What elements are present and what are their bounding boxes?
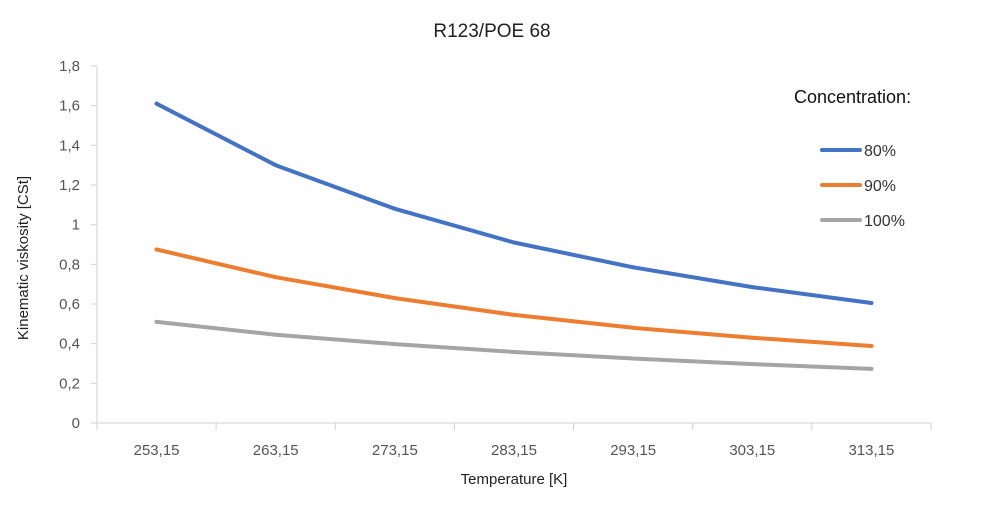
y-tick-label: 0 [72,415,80,432]
x-tick-label: 293,15 [610,442,656,459]
y-tick-label: 0,2 [59,375,80,392]
y-axis-title: Kinematic viskosity [CSt] [15,176,32,340]
x-axis: 253,15 263,15 273,15 283,15 293,15 303,15 313,… [96,422,932,459]
x-axis-title: Temperature [K] [461,471,568,488]
x-tick-label: 313,15 [848,442,894,459]
x-tick-label: 283,15 [491,442,537,459]
data-point [631,325,636,330]
y-tick-label: 1,8 [59,58,80,75]
data-point [869,301,874,306]
data-point [392,206,397,211]
data-point [273,275,278,280]
legend: Concentration: 80% 90% 100% [794,87,911,230]
data-point [392,296,397,301]
data-point [273,332,278,337]
y-tick-label: 1,6 [59,98,80,115]
data-point [750,285,755,290]
data-point [750,335,755,340]
y-tick-label: 1,4 [59,137,80,154]
data-point [512,349,516,354]
x-tick-label: 303,15 [729,442,775,459]
series-lines [154,101,874,371]
data-point [750,362,755,367]
x-tick-label: 273,15 [372,442,418,459]
data-point [512,312,516,317]
data-point [392,342,397,347]
data-point [273,163,278,168]
y-axis: 0 0,2 0,4 0,6 0,8 1 1,2 1,4 1,6 1,8 [59,58,98,432]
data-point [631,265,636,270]
y-tick-label: 1,2 [59,177,80,194]
legend-item-label: 100% [864,213,905,230]
x-tick-label: 263,15 [253,442,299,459]
data-point [631,356,636,361]
x-tick-label: 253,15 [134,442,180,459]
data-point [154,247,159,252]
data-point [869,366,874,371]
legend-title: Concentration: [794,87,911,107]
y-tick-label: 0,8 [59,256,80,273]
y-tick-label: 0,6 [59,296,80,313]
legend-item-label: 80% [864,143,896,160]
y-tick-label: 0,4 [59,336,80,353]
data-point [154,101,159,106]
y-tick-label: 1 [72,217,80,234]
data-point [154,319,159,324]
chart-title: R123/POE 68 [433,21,550,42]
data-point [869,344,874,349]
legend-item-label: 90% [864,178,896,195]
data-point [512,240,516,245]
